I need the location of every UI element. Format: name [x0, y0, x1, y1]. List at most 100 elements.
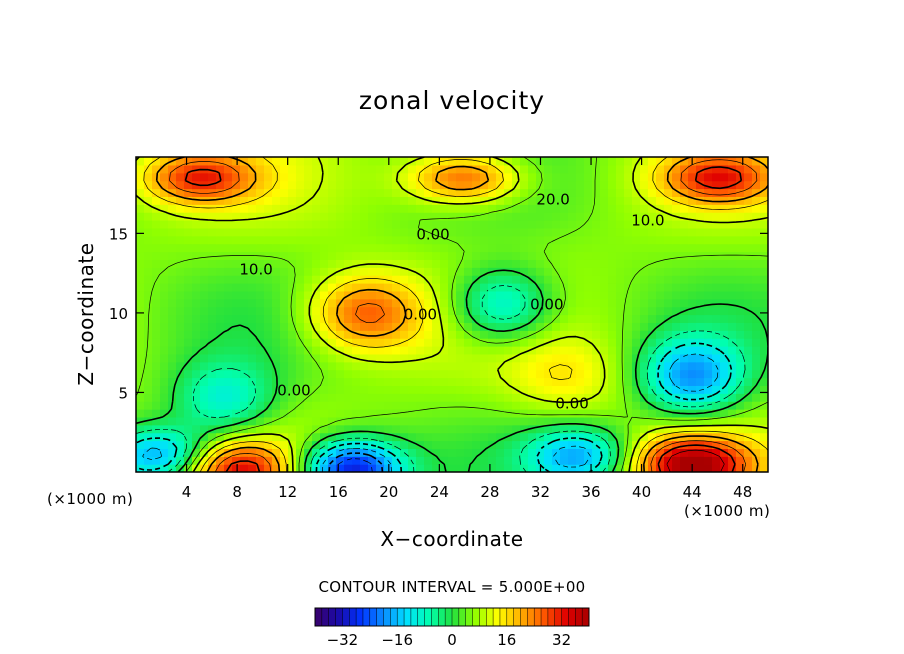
- field-cell: [264, 196, 273, 205]
- field-cell: [688, 220, 697, 229]
- field-cell: [208, 322, 217, 331]
- field-cell: [744, 235, 753, 245]
- field-cell: [560, 448, 569, 457]
- field-cell: [536, 346, 545, 355]
- field-cell: [248, 157, 257, 166]
- field-cell: [376, 456, 385, 465]
- field-cell: [624, 157, 633, 166]
- field-cell: [320, 180, 329, 190]
- field-cell: [328, 424, 337, 434]
- field-cell: [512, 346, 521, 355]
- field-cell: [312, 416, 321, 426]
- field-cell: [280, 243, 289, 253]
- field-cell: [440, 298, 449, 308]
- field-cell: [344, 275, 353, 284]
- field-cell: [704, 369, 713, 379]
- field-cell: [448, 353, 457, 363]
- field-cell: [480, 212, 489, 221]
- field-cell: [752, 275, 761, 284]
- field-cell: [408, 385, 417, 394]
- field-cell: [328, 361, 337, 371]
- field-cell: [464, 464, 473, 472]
- field-cell: [760, 275, 768, 284]
- field-cell: [752, 432, 761, 442]
- field-cell: [608, 157, 617, 166]
- field-cell: [600, 204, 609, 213]
- field-cell: [424, 440, 433, 449]
- field-cell: [192, 432, 201, 442]
- colorbar-swatch: [458, 608, 467, 626]
- field-cell: [304, 283, 313, 292]
- field-cell: [704, 212, 713, 221]
- field-cell: [360, 369, 369, 379]
- field-cell: [744, 172, 753, 182]
- field-cell: [736, 283, 745, 292]
- field-cell: [712, 235, 721, 245]
- field-cell: [576, 235, 585, 245]
- field-cell: [472, 259, 481, 268]
- field-cell: [152, 432, 161, 442]
- field-cell: [256, 180, 265, 190]
- field-cell: [344, 456, 353, 465]
- field-cell: [336, 172, 345, 182]
- field-cell: [512, 164, 521, 174]
- field-cell: [640, 251, 649, 260]
- field-cell: [520, 180, 529, 190]
- field-cell: [472, 212, 481, 221]
- field-cell: [368, 212, 377, 221]
- field-cell: [248, 424, 257, 434]
- field-cell: [616, 338, 625, 347]
- field-cell: [760, 377, 768, 386]
- field-cell: [336, 416, 345, 426]
- field-cell: [328, 290, 337, 300]
- contour-line: [328, 452, 384, 472]
- field-cell: [736, 385, 745, 394]
- field-cell: [144, 440, 153, 449]
- field-cell: [752, 409, 761, 418]
- field-cell: [416, 212, 425, 221]
- field-cell: [592, 416, 601, 426]
- field-cell: [528, 267, 537, 276]
- field-cell: [192, 275, 201, 284]
- field-cell: [544, 314, 553, 323]
- field-cell: [376, 220, 385, 229]
- field-cell: [280, 227, 289, 237]
- field-cell: [488, 283, 497, 292]
- field-cell: [760, 259, 768, 268]
- field-cell: [656, 353, 665, 363]
- field-cell: [496, 338, 505, 347]
- field-cell: [712, 464, 721, 472]
- field-cell: [528, 227, 537, 237]
- field-cell: [296, 283, 305, 292]
- field-cell: [448, 369, 457, 379]
- field-cell: [200, 235, 209, 245]
- field-cell: [744, 353, 753, 363]
- field-cell: [208, 251, 217, 260]
- field-cell: [408, 180, 417, 190]
- field-cell: [496, 283, 505, 292]
- field-cell: [704, 227, 713, 237]
- field-cell: [304, 377, 313, 386]
- field-cell: [208, 385, 217, 394]
- field-cell: [672, 456, 681, 465]
- field-cell: [200, 212, 209, 221]
- field-cell: [712, 267, 721, 276]
- field-cell: [448, 275, 457, 284]
- field-cell: [608, 164, 617, 174]
- field-cell: [176, 172, 185, 182]
- field-cell: [648, 227, 657, 237]
- field-cell: [360, 298, 369, 308]
- field-cell: [648, 235, 657, 245]
- field-cell: [200, 314, 209, 323]
- colorbar-tick-label: −16: [381, 631, 413, 649]
- field-cell: [184, 204, 193, 213]
- field-cell: [544, 251, 553, 260]
- field-cell: [576, 283, 585, 292]
- field-cell: [632, 338, 641, 347]
- field-cell: [472, 180, 481, 190]
- field-cell: [720, 275, 729, 284]
- field-cell: [664, 290, 673, 300]
- field-cell: [232, 330, 241, 339]
- colorbar-tick-label: 16: [497, 631, 516, 649]
- field-cell: [544, 290, 553, 300]
